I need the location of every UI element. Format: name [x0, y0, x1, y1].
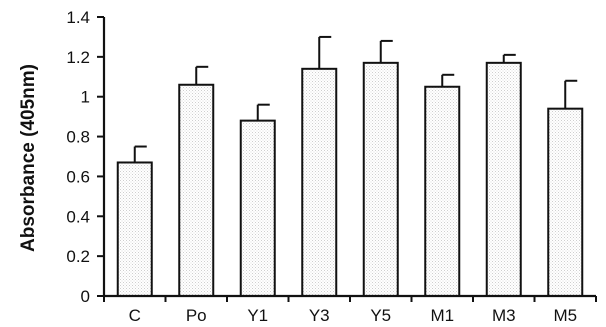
- y-tick-label: 0: [81, 287, 90, 306]
- x-tick-label: C: [129, 306, 141, 325]
- y-tick-label: 0.8: [66, 128, 90, 147]
- y-tick-label: 1.4: [66, 8, 90, 27]
- bar-m5: [547, 107, 584, 297]
- y-tick-label: 0.4: [66, 207, 90, 226]
- y-tick-label: 1: [81, 88, 90, 107]
- x-tick-label: M5: [553, 306, 577, 325]
- bars-group: [116, 61, 584, 298]
- bar-c: [116, 161, 153, 297]
- y-tick-label: 1.2: [66, 48, 90, 67]
- y-axis-title: Absorbance (405nm): [18, 64, 39, 252]
- x-tick-label: Y3: [309, 306, 330, 325]
- x-axis-ticks: C Po Y1 Y3 Y5 M1 M3 M5: [103, 296, 597, 325]
- bar-po: [178, 83, 215, 297]
- y-axis-ticks: 0 0.2 0.4 0.6 0.8 1 1.2 1.4: [66, 8, 104, 306]
- x-tick-label: Y5: [370, 306, 391, 325]
- bar-m1: [424, 85, 461, 297]
- y-tick-label: 0.2: [66, 247, 90, 266]
- error-bars-group: [133, 35, 578, 163]
- x-tick-label: Y1: [247, 306, 268, 325]
- x-tick-label: M3: [492, 306, 516, 325]
- bar-m3: [485, 61, 522, 298]
- x-tick-label: Po: [186, 306, 207, 325]
- bar-y5: [362, 61, 399, 298]
- x-tick-label: M1: [430, 306, 454, 325]
- y-tick-label: 0.6: [66, 167, 90, 186]
- bar-y1: [239, 119, 276, 297]
- bar-y3: [301, 67, 338, 297]
